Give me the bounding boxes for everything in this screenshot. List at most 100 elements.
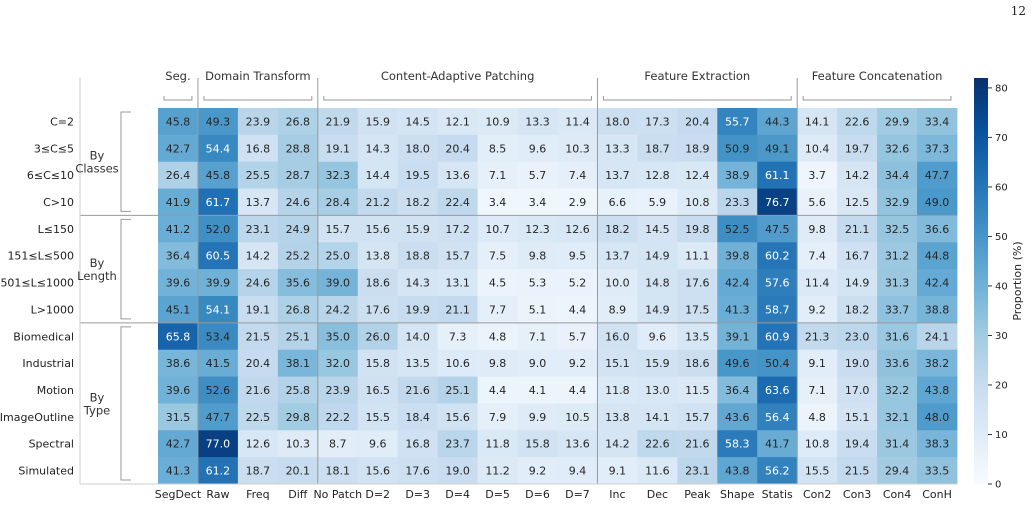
cell-value-label: 2.9 xyxy=(569,196,587,209)
cell-value-label: 60.9 xyxy=(765,330,790,343)
heatmap-cell xyxy=(797,403,838,431)
cell-value-label: 22.4 xyxy=(445,196,470,209)
heatmap-cell xyxy=(837,134,878,163)
cell-value-label: 29.4 xyxy=(885,465,910,478)
heatmap-cell xyxy=(197,296,239,324)
heatmap-cell xyxy=(877,376,918,404)
heatmap-cell xyxy=(277,134,319,163)
cell-value-label: 11.4 xyxy=(565,115,590,128)
cell-value-label: 5.6 xyxy=(808,196,826,209)
cell-value-label: 61.2 xyxy=(206,465,231,478)
cell-value-label: 14.5 xyxy=(645,223,670,236)
colorbar: 0 10 20 30 40 50 60 70 80 Proportion (%) xyxy=(974,78,1024,491)
heatmap-cell xyxy=(397,349,439,377)
cell-value-label: 16.8 xyxy=(246,142,271,155)
heatmap-cell xyxy=(397,161,439,189)
cell-value-label: 26.4 xyxy=(166,169,191,182)
cell-value-label: 9.9 xyxy=(529,411,547,424)
heatmap-cell xyxy=(317,322,359,351)
column-label: SegDect xyxy=(155,488,202,501)
heatmap-cell xyxy=(717,349,758,377)
cell-value-label: 11.6 xyxy=(645,465,670,478)
row-label: C=2 xyxy=(50,115,74,128)
heatmap-cell xyxy=(237,296,279,324)
cell-value-label: 9.2 xyxy=(569,357,587,370)
heatmap-cell xyxy=(397,242,439,270)
cell-value-label: 38.9 xyxy=(725,169,750,182)
row-group-bracket xyxy=(120,218,131,320)
heatmap-cell xyxy=(237,188,279,216)
cell-value-label: 63.6 xyxy=(765,384,790,397)
cell-value-label: 42.4 xyxy=(925,277,950,290)
heatmap-cell xyxy=(877,457,918,485)
cell-value-label: 41.9 xyxy=(166,196,191,209)
heatmap-cell xyxy=(677,215,718,243)
heatmap-cell xyxy=(158,215,199,243)
heatmap-cell xyxy=(917,457,958,485)
cell-value-label: 26.8 xyxy=(286,115,311,128)
cell-value-label: 13.6 xyxy=(445,169,470,182)
row-label: 151≤L≤500 xyxy=(7,250,74,263)
cell-value-label: 32.5 xyxy=(885,223,910,236)
cell-value-label: 39.8 xyxy=(725,250,750,263)
heatmap-cell xyxy=(158,296,199,324)
heatmap-cell xyxy=(757,134,798,163)
heatmap-cell xyxy=(677,242,718,270)
cell-value-label: 65.8 xyxy=(166,330,191,343)
heatmap-cell xyxy=(837,161,878,189)
heatmap-cell xyxy=(837,430,878,458)
cell-value-label: 10.5 xyxy=(565,411,590,424)
heatmap-cell xyxy=(557,349,598,377)
cell-value-label: 23.7 xyxy=(445,438,470,451)
heatmap-cell xyxy=(197,188,239,216)
cell-value-label: 15.6 xyxy=(445,411,470,424)
heatmap-cell xyxy=(437,457,478,485)
heatmap-cell xyxy=(158,376,199,404)
cell-value-label: 19.8 xyxy=(685,223,710,236)
column-labels: SegDect Raw Freq Diff No Patch D=2 D=3 D=4 D=5 D=… xyxy=(155,488,952,501)
heatmap-cell xyxy=(717,322,758,351)
cell-value-label: 41.2 xyxy=(166,223,191,236)
column-label: Statis xyxy=(762,488,793,501)
row-group-label: By xyxy=(90,149,105,163)
heatmap-cell xyxy=(797,269,838,297)
heatmap-cell xyxy=(677,457,718,485)
cell-value-label: 9.6 xyxy=(369,438,387,451)
row-label: 3≤C≤5 xyxy=(34,142,74,155)
heatmap-cell xyxy=(277,188,319,216)
cell-value-label: 10.0 xyxy=(605,277,630,290)
column-label: D=6 xyxy=(525,488,550,501)
heatmap-cell xyxy=(277,215,319,243)
cell-value-label: 45.8 xyxy=(166,115,191,128)
cell-value-label: 18.7 xyxy=(645,142,670,155)
cell-value-label: 28.8 xyxy=(286,142,311,155)
cell-value-label: 18.0 xyxy=(605,115,630,128)
heatmap-cell xyxy=(197,322,239,351)
cell-value-label: 21.6 xyxy=(685,438,710,451)
row-label: Motion xyxy=(37,384,74,397)
heatmap-cell xyxy=(237,269,279,297)
heatmap-cell xyxy=(317,296,359,324)
cell-value-label: 49.3 xyxy=(206,115,231,128)
cell-value-label: 4.8 xyxy=(489,330,507,343)
cell-value-label: 12.4 xyxy=(685,169,710,182)
cell-value-label: 4.1 xyxy=(529,384,547,397)
heatmap-cell xyxy=(877,269,918,297)
heatmap-cell xyxy=(397,215,439,243)
cell-value-label: 11.2 xyxy=(485,465,510,478)
cell-value-label: 54.1 xyxy=(206,303,231,316)
cell-value-label: 36.6 xyxy=(925,223,950,236)
heatmap-cell xyxy=(557,430,598,458)
cell-value-label: 21.3 xyxy=(805,330,830,343)
heatmap-cell xyxy=(437,430,478,458)
cell-value-label: 4.5 xyxy=(489,277,507,290)
cell-value-label: 22.6 xyxy=(645,438,670,451)
cell-value-label: 15.7 xyxy=(326,223,351,236)
heatmap-cell xyxy=(397,322,439,351)
cell-value-label: 15.6 xyxy=(365,465,390,478)
cell-value-label: 13.8 xyxy=(365,250,390,263)
heatmap-cell xyxy=(637,403,678,431)
row-group-label: By xyxy=(90,390,105,404)
heatmap-cell xyxy=(757,215,798,243)
